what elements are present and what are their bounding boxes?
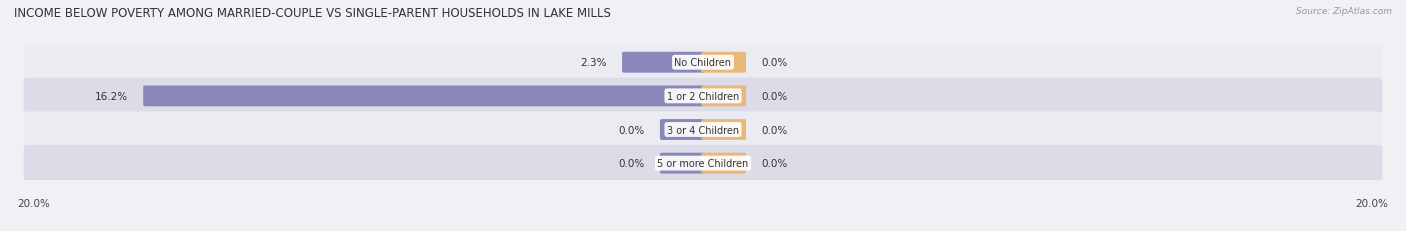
FancyBboxPatch shape	[24, 145, 1382, 182]
FancyBboxPatch shape	[702, 53, 747, 73]
FancyBboxPatch shape	[24, 112, 1382, 148]
FancyBboxPatch shape	[659, 153, 704, 174]
Text: 0.0%: 0.0%	[762, 125, 787, 135]
Text: 20.0%: 20.0%	[1355, 199, 1389, 209]
FancyBboxPatch shape	[24, 45, 1382, 81]
Text: INCOME BELOW POVERTY AMONG MARRIED-COUPLE VS SINGLE-PARENT HOUSEHOLDS IN LAKE MI: INCOME BELOW POVERTY AMONG MARRIED-COUPL…	[14, 7, 612, 20]
FancyBboxPatch shape	[702, 153, 747, 174]
Text: 2.3%: 2.3%	[581, 58, 606, 68]
FancyBboxPatch shape	[702, 86, 747, 107]
Text: 0.0%: 0.0%	[762, 58, 787, 68]
Text: 0.0%: 0.0%	[762, 158, 787, 168]
Text: 0.0%: 0.0%	[762, 91, 787, 101]
Text: 16.2%: 16.2%	[94, 91, 128, 101]
Text: 5 or more Children: 5 or more Children	[658, 158, 748, 168]
Text: 20.0%: 20.0%	[17, 199, 51, 209]
Text: 3 or 4 Children: 3 or 4 Children	[666, 125, 740, 135]
Text: 0.0%: 0.0%	[619, 125, 644, 135]
FancyBboxPatch shape	[659, 120, 704, 140]
FancyBboxPatch shape	[702, 120, 747, 140]
Text: 0.0%: 0.0%	[619, 158, 644, 168]
Text: 1 or 2 Children: 1 or 2 Children	[666, 91, 740, 101]
FancyBboxPatch shape	[621, 53, 704, 73]
Text: No Children: No Children	[675, 58, 731, 68]
FancyBboxPatch shape	[143, 86, 704, 107]
FancyBboxPatch shape	[24, 78, 1382, 115]
Text: Source: ZipAtlas.com: Source: ZipAtlas.com	[1296, 7, 1392, 16]
